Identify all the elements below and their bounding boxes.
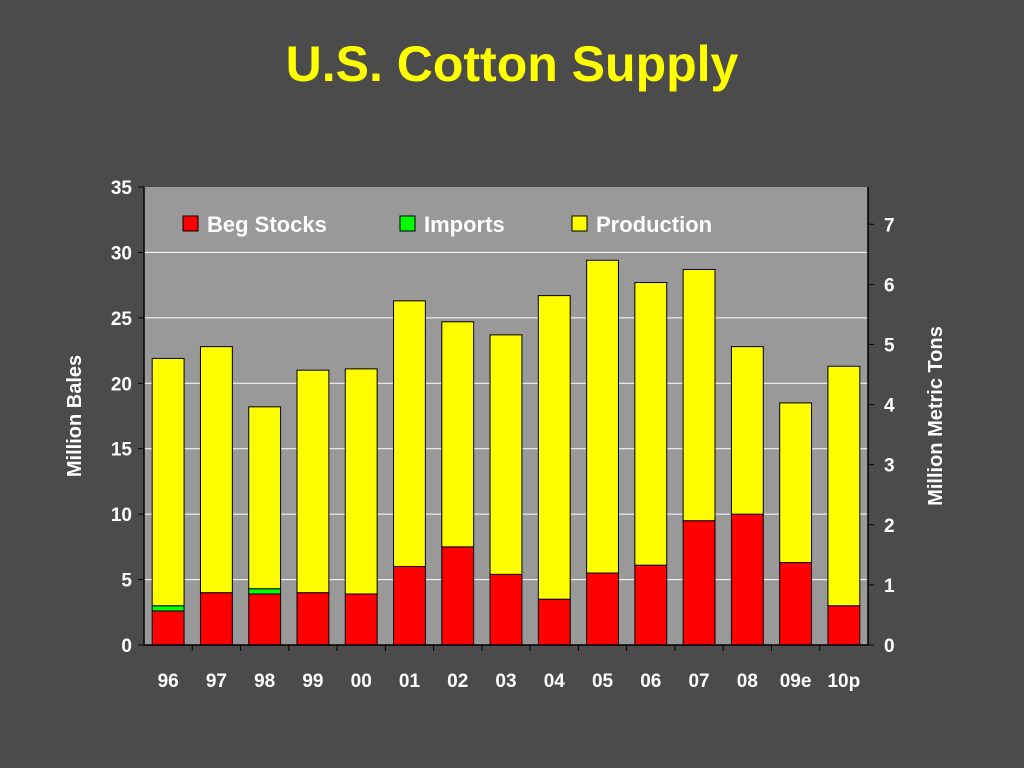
y-tick-label: 15 <box>111 440 133 461</box>
left-tick-labels: 0 5 10 15 20 25 30 35 <box>111 178 144 657</box>
legend: Beg Stocks Imports Production <box>182 212 712 237</box>
bar-segment <box>634 282 668 566</box>
bar-segment <box>779 562 813 646</box>
bar-segment <box>779 402 813 564</box>
bar-segment <box>199 346 233 594</box>
y2-tick-label: 6 <box>884 275 895 296</box>
x-tick-label: 98 <box>254 671 275 692</box>
bar-segment <box>682 520 716 646</box>
slide-title: U.S. Cotton Supply <box>285 36 739 92</box>
y-tick-label: 25 <box>111 309 133 330</box>
y-tick-label: 20 <box>111 374 132 395</box>
y-tick-label: 0 <box>121 636 132 657</box>
y-tick-label: 35 <box>111 178 133 199</box>
legend-label: Beg Stocks <box>207 212 327 237</box>
bar-segment <box>537 598 571 646</box>
legend-label: Production <box>596 212 712 237</box>
y2-axis-title: Million Metric Tons <box>925 326 947 506</box>
axes <box>143 187 869 646</box>
bar-segment <box>682 268 716 522</box>
legend-swatch <box>399 215 416 232</box>
bar-segment <box>827 605 861 646</box>
y2-tick-label: 4 <box>884 396 895 417</box>
bar-segment <box>489 573 523 646</box>
bar-segment <box>537 295 571 600</box>
bar-segment <box>344 368 378 595</box>
bar-segment <box>827 365 861 607</box>
x-tick-labels: 96 97 98 99 00 01 02 03 04 05 06 07 08 09e 10p <box>158 645 860 692</box>
y2-tick-label: 5 <box>884 335 895 356</box>
x-tick-label: 96 <box>158 671 179 692</box>
x-tick-label: 08 <box>737 671 758 692</box>
y2-tick-label: 3 <box>884 456 895 477</box>
x-tick-label: 07 <box>688 671 709 692</box>
bar-segment <box>730 346 764 515</box>
bar-segment <box>634 564 668 646</box>
bar-segment <box>248 593 282 646</box>
bar-segment <box>248 406 282 590</box>
bar-segment <box>199 592 233 646</box>
legend-label: Imports <box>424 212 505 237</box>
legend-swatch <box>571 215 588 232</box>
bar-segment <box>489 334 523 575</box>
x-tick-label: 02 <box>447 671 468 692</box>
bar-segment <box>441 546 475 646</box>
x-tick-label: 97 <box>206 671 227 692</box>
y2-tick-label: 1 <box>884 576 895 597</box>
x-tick-label: 06 <box>640 671 661 692</box>
y2-tick-label: 0 <box>884 636 895 657</box>
x-tick-label: 04 <box>544 671 566 692</box>
y-tick-label: 10 <box>111 505 132 526</box>
y2-tick-label: 2 <box>884 516 895 537</box>
bar-segment <box>730 513 764 646</box>
x-tick-label: 09e <box>780 671 812 692</box>
y-axis-title: Million Bales <box>64 355 86 477</box>
bar-segment <box>151 610 185 646</box>
bar-segment <box>586 259 619 574</box>
bar-segment <box>296 592 330 646</box>
x-tick-label: 99 <box>302 671 323 692</box>
x-tick-label: 01 <box>399 671 421 692</box>
bar-segment <box>151 357 185 607</box>
x-tick-label: 05 <box>592 671 614 692</box>
bar-segment <box>393 300 426 567</box>
bar-segment <box>586 572 619 646</box>
right-tick-labels: 0 1 2 3 4 5 6 7 <box>868 215 895 657</box>
bar-segment <box>151 605 185 612</box>
x-tick-label: 10p <box>827 671 860 692</box>
bar-segment <box>441 321 475 548</box>
x-tick-label: 03 <box>495 671 516 692</box>
bar-segment <box>296 369 330 594</box>
y2-tick-label: 7 <box>884 215 895 236</box>
y-tick-label: 5 <box>121 571 132 592</box>
bar-segment <box>248 588 282 595</box>
legend-swatch <box>182 215 199 232</box>
y-tick-label: 30 <box>111 243 132 264</box>
bar-segment <box>393 565 426 646</box>
bar-segment <box>344 593 378 646</box>
x-tick-label: 00 <box>351 671 372 692</box>
